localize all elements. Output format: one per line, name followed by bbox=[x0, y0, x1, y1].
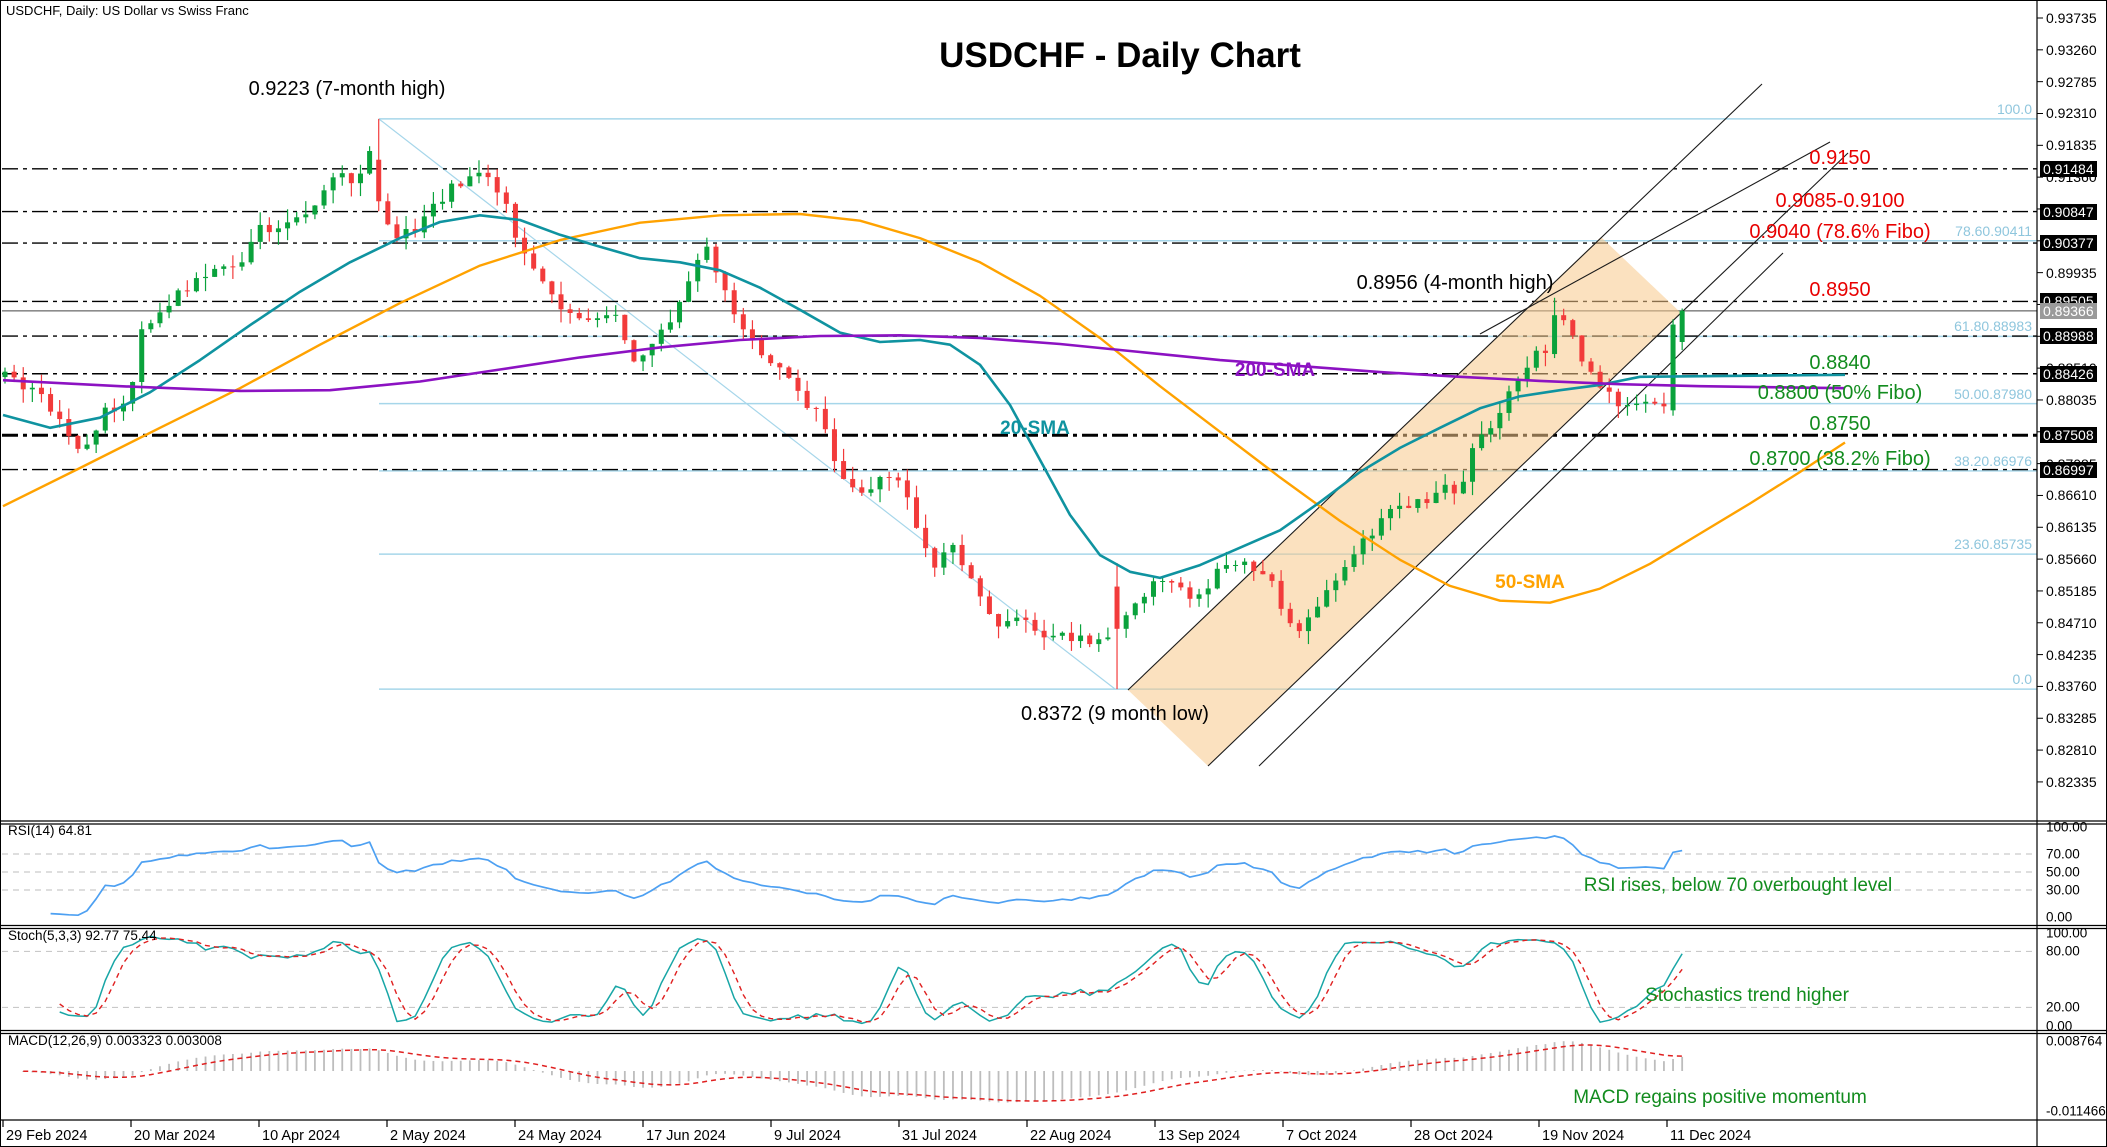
date-label: 2 May 2024 bbox=[390, 1128, 466, 1144]
sma20-label: 20-SMA bbox=[1000, 418, 1070, 439]
price-level-badge: 0.88988 bbox=[2040, 328, 2097, 345]
sma50-label: 50-SMA bbox=[1495, 572, 1565, 593]
price-level-badge: 0.91484 bbox=[2040, 160, 2097, 177]
price-level-badge: 0.90847 bbox=[2040, 203, 2097, 220]
resistance-label: 0.9085-0.9100 bbox=[1775, 189, 1905, 212]
date-label: 28 Oct 2024 bbox=[1414, 1128, 1493, 1144]
stoch-scale-label: 0.00 bbox=[2046, 1018, 2073, 1034]
support-label: 0.8800 (50% Fibo) bbox=[1757, 381, 1923, 404]
y-axis-tick: 0.82335 bbox=[2046, 773, 2097, 790]
y-axis-tick: 0.93260 bbox=[2046, 41, 2097, 58]
date-label: 29 Feb 2024 bbox=[6, 1128, 88, 1144]
resistance-label: 0.9040 (78.6% Fibo) bbox=[1749, 221, 1931, 244]
price-level-badge: 0.88426 bbox=[2040, 365, 2097, 382]
resistance-label: 0.8950 bbox=[1809, 279, 1871, 302]
fib-level-label: 0.0 bbox=[2012, 671, 2032, 688]
y-axis-tick: 0.85660 bbox=[2046, 551, 2097, 568]
date-label: 22 Aug 2024 bbox=[1030, 1128, 1112, 1144]
fib-level-label: 50.00.87980 bbox=[1954, 385, 2032, 402]
sma200-label: 200-SMA bbox=[1234, 360, 1316, 381]
y-axis-tick: 0.84710 bbox=[2046, 614, 2097, 631]
y-axis-tick: 0.89935 bbox=[2046, 264, 2097, 281]
date-label: 31 Jul 2024 bbox=[902, 1128, 977, 1144]
y-axis-tick: 0.83285 bbox=[2046, 710, 2097, 727]
price-level-badge: 0.90377 bbox=[2040, 235, 2097, 252]
y-axis-tick: 0.92785 bbox=[2046, 73, 2097, 90]
macd-scale-label: -0.011466 bbox=[2046, 1103, 2106, 1119]
date-label: 7 Oct 2024 bbox=[1286, 1128, 1357, 1144]
current-price-badge: 0.89366 bbox=[2040, 302, 2097, 319]
support-label: 0.8700 (38.2% Fibo) bbox=[1749, 447, 1931, 470]
chart-title: USDCHF - Daily Chart bbox=[939, 36, 1301, 75]
fib-level-label: 23.60.85735 bbox=[1954, 536, 2032, 553]
price-level-badge: 0.87508 bbox=[2040, 427, 2097, 444]
rsi-scale-label: 100.00 bbox=[2046, 819, 2088, 835]
y-axis-tick: 0.83760 bbox=[2046, 678, 2097, 695]
date-label: 13 Sep 2024 bbox=[1158, 1128, 1241, 1144]
rsi-scale-label: 30.00 bbox=[2046, 882, 2080, 898]
rsi-header: RSI(14) 64.81 bbox=[8, 823, 93, 838]
fib-level-label: 100.0 bbox=[1996, 100, 2032, 117]
y-axis-tick: 0.85185 bbox=[2046, 582, 2097, 599]
y-axis-tick: 0.92310 bbox=[2046, 105, 2097, 122]
date-label: 11 Dec 2024 bbox=[1670, 1128, 1752, 1144]
support-label: 0.8750 bbox=[1809, 413, 1871, 436]
stoch-header: Stoch(5,3,3) 92.77 75.44 bbox=[8, 928, 157, 943]
y-axis-tick: 0.86135 bbox=[2046, 519, 2097, 536]
rsi-annotation: RSI rises, below 70 overbought level bbox=[1583, 875, 1893, 896]
stoch-annotation: Stochastics trend higher bbox=[1645, 985, 1849, 1006]
price-level-badge: 0.86997 bbox=[2040, 461, 2097, 478]
resistance-label: 0.9150 bbox=[1809, 146, 1871, 169]
annotation-4-month-high: 0.8956 (4-month high) bbox=[1356, 272, 1554, 294]
y-axis-tick: 0.82810 bbox=[2046, 742, 2097, 759]
date-label: 17 Jun 2024 bbox=[646, 1128, 726, 1144]
macd-scale-label: 0.008764 bbox=[2046, 1033, 2103, 1049]
date-label: 9 Jul 2024 bbox=[774, 1128, 841, 1144]
y-axis-tick: 0.88035 bbox=[2046, 391, 2097, 408]
date-label: 19 Nov 2024 bbox=[1542, 1128, 1625, 1144]
macd-header: MACD(12,26,9) 0.003323 0.003008 bbox=[8, 1033, 222, 1048]
macd-annotation: MACD regains positive momentum bbox=[1573, 1087, 1867, 1108]
y-axis-tick: 0.93735 bbox=[2046, 10, 2097, 26]
stoch-scale-label: 20.00 bbox=[2046, 999, 2080, 1015]
date-label: 20 Mar 2024 bbox=[134, 1128, 216, 1144]
stoch-scale-label: 80.00 bbox=[2046, 943, 2080, 959]
fib-level-label: 61.80.88983 bbox=[1954, 318, 2032, 335]
annotation-9-month-low: 0.8372 (9 month low) bbox=[1021, 703, 1209, 725]
stoch-scale-label: 100.00 bbox=[2046, 925, 2088, 941]
annotation-7-month-high: 0.9223 (7-month high) bbox=[248, 78, 446, 100]
rsi-scale-label: 0.00 bbox=[2046, 909, 2073, 925]
fib-level-label: 78.60.90411 bbox=[1955, 222, 2032, 239]
date-label: 24 May 2024 bbox=[518, 1128, 602, 1144]
rsi-scale-label: 70.00 bbox=[2046, 846, 2080, 862]
support-label: 0.8840 bbox=[1809, 351, 1871, 374]
rsi-scale-label: 50.00 bbox=[2046, 864, 2080, 880]
y-axis-tick: 0.91835 bbox=[2046, 137, 2097, 154]
y-axis-tick: 0.86610 bbox=[2046, 487, 2097, 504]
fib-level-label: 38.20.86976 bbox=[1954, 452, 2032, 469]
y-axis-tick: 0.84235 bbox=[2046, 646, 2097, 663]
symbol-description: USDCHF, Daily: US Dollar vs Swiss Franc bbox=[6, 3, 249, 18]
date-label: 10 Apr 2024 bbox=[262, 1128, 341, 1144]
